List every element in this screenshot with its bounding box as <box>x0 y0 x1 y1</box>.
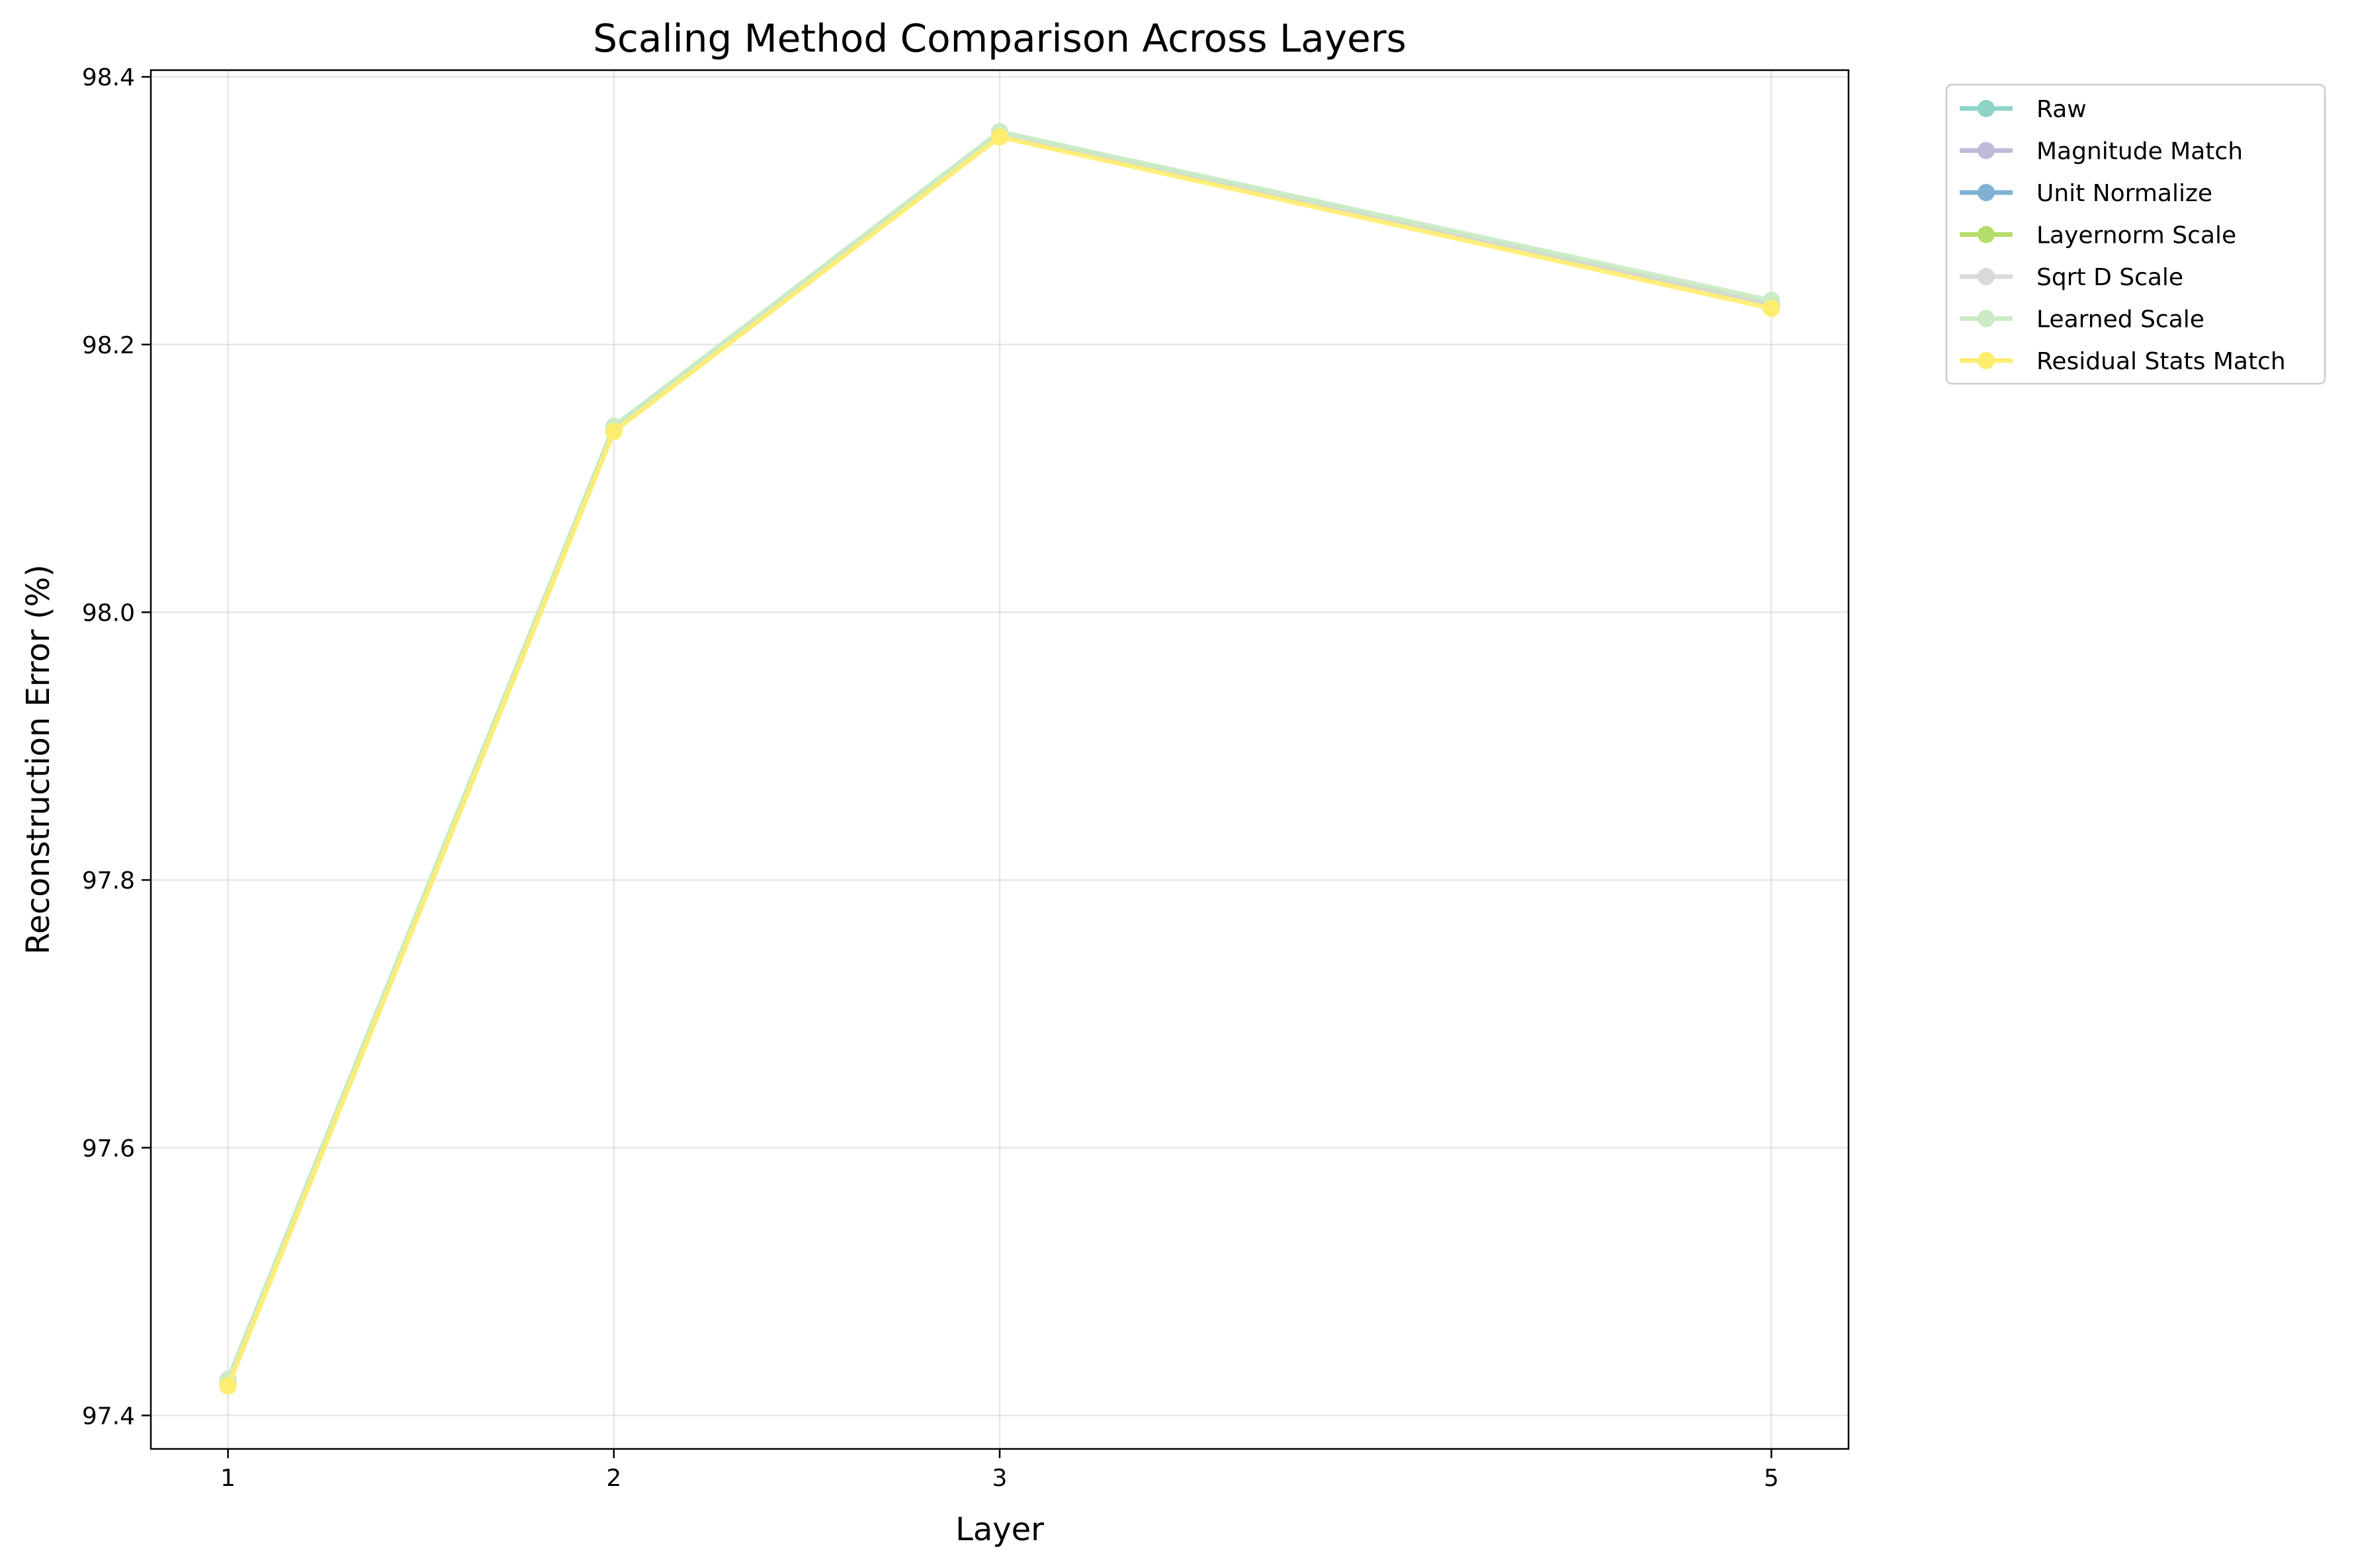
legend-items: Raw Magnitude Match Unit Normalize Layernor… <box>1960 96 2286 375</box>
x-tick-label: 3 <box>992 1465 1008 1492</box>
y-tick-label: 98.4 <box>82 64 135 91</box>
legend-label: Unit Normalize <box>2036 180 2212 207</box>
y-tick-label: 98.0 <box>82 599 135 627</box>
y-tick-label: 97.8 <box>82 867 135 894</box>
legend-marker <box>1978 100 1995 117</box>
x-axis-label: Layer <box>955 1511 1044 1548</box>
data-point <box>1763 300 1780 318</box>
data-point <box>605 423 623 441</box>
legend-frame <box>1945 83 2326 385</box>
legend-marker <box>1978 352 1995 369</box>
legend-item: Unit Normalize <box>1960 180 2212 207</box>
legend-label: Sqrt D Scale <box>2036 264 2183 291</box>
grid <box>151 70 1849 1449</box>
series-residual-stats-match <box>219 128 1780 1395</box>
legend-marker <box>1978 142 1995 159</box>
y-axis-label: Reconstruction Error (%) <box>20 564 57 955</box>
x-tick-label: 2 <box>606 1465 621 1492</box>
legend-marker <box>1978 184 1995 201</box>
legend-item: Sqrt D Scale <box>1960 264 2183 291</box>
legend-label: Residual Stats Match <box>2036 348 2286 375</box>
legend-item: Learned Scale <box>1960 306 2204 333</box>
data-point <box>219 1377 237 1395</box>
legend-item: Magnitude Match <box>1960 138 2243 165</box>
legend-label: Magnitude Match <box>2036 138 2243 165</box>
ticks: 1 2 3 5 97.4 97.6 97.8 98.0 98.2 98.4 <box>82 64 1779 1492</box>
x-tick-label: 5 <box>1764 1465 1779 1492</box>
series-line <box>226 134 1772 1387</box>
x-tick-label: 1 <box>220 1465 236 1492</box>
y-tick-label: 97.4 <box>82 1403 135 1430</box>
y-tick-label: 98.2 <box>82 332 135 359</box>
data-point <box>991 128 1008 146</box>
chart-title: Scaling Method Comparison Across Layers <box>593 16 1407 61</box>
legend-label: Raw <box>2036 96 2087 123</box>
legend-marker <box>1978 226 1995 243</box>
legend-item: Raw <box>1960 96 2087 123</box>
legend-item: Layernorm Scale <box>1960 222 2236 249</box>
legend-marker <box>1978 310 1995 327</box>
legend-label: Learned Scale <box>2036 306 2204 333</box>
legend-marker <box>1978 268 1995 285</box>
legend-item: Residual Stats Match <box>1960 348 2286 375</box>
legend-label: Layernorm Scale <box>2036 222 2236 249</box>
y-tick-label: 97.6 <box>82 1135 135 1162</box>
series-layer <box>219 123 1780 1395</box>
legend: Raw Magnitude Match Unit Normalize Layernor… <box>1945 83 2326 385</box>
